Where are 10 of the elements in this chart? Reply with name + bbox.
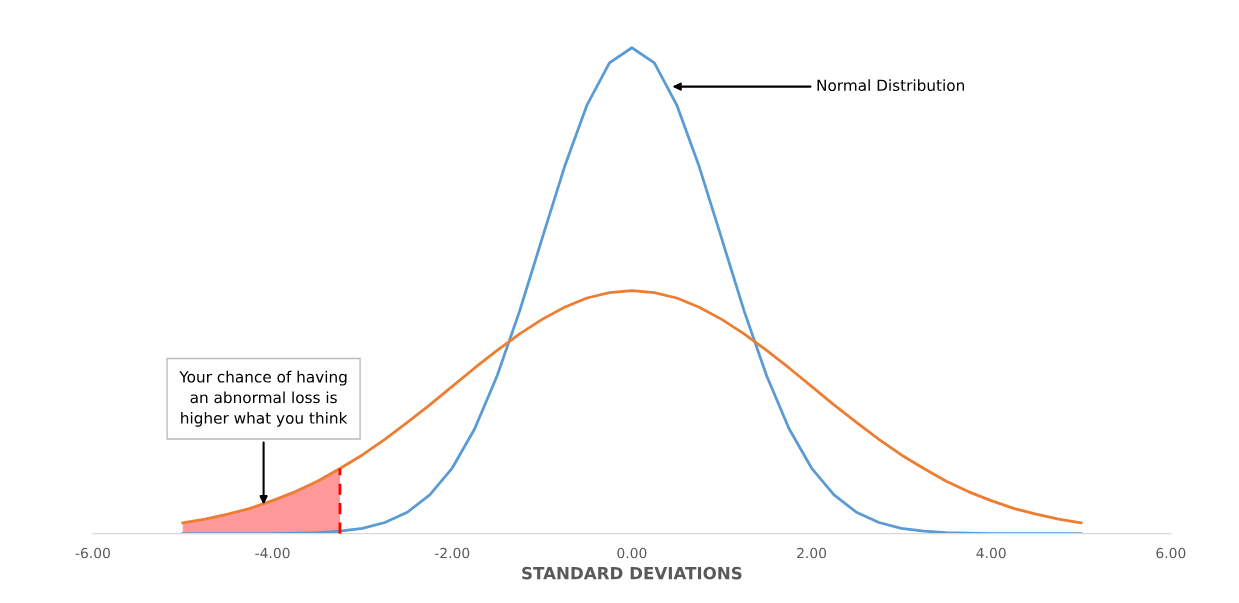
x-tick-label: -6.00 bbox=[75, 547, 110, 559]
x-tick-label: 4.00 bbox=[976, 547, 1006, 559]
annotation: Your chance of having an abnormal loss is higher what you think bbox=[179, 370, 348, 427]
x-tick-label: 2.00 bbox=[797, 547, 827, 559]
x-tick-label: -2.00 bbox=[434, 547, 470, 559]
annotation: Normal Distribution bbox=[817, 79, 964, 92]
x-axis-title: STANDARD DEVIATIONS bbox=[522, 566, 742, 580]
x-tick-label: 0.00 bbox=[617, 547, 647, 559]
x-tick-label: 6.00 bbox=[1156, 547, 1186, 559]
x-tick-label: -4.00 bbox=[255, 547, 290, 559]
